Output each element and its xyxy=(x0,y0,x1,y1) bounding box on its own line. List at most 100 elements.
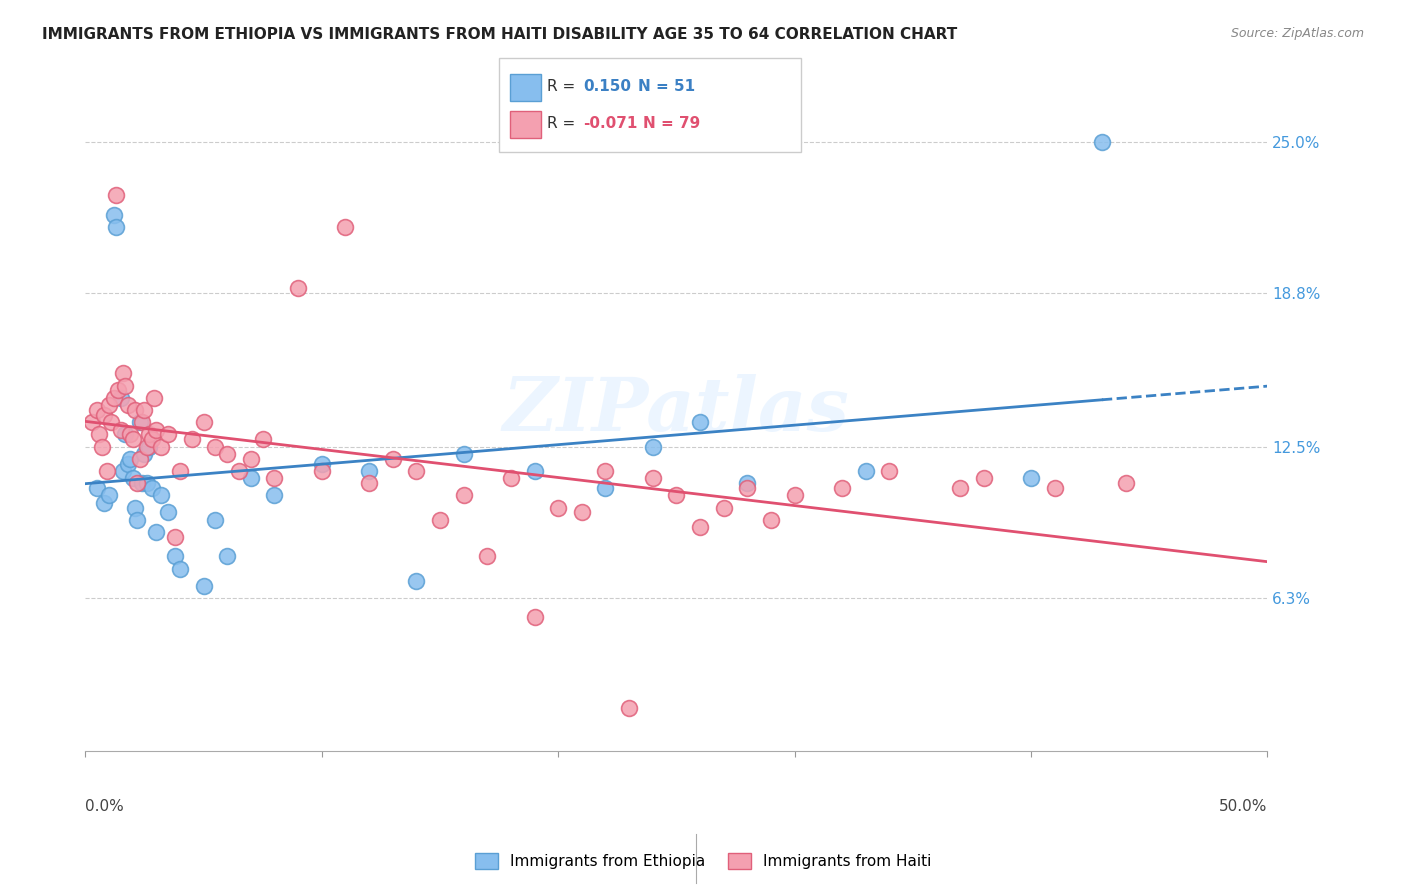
Point xyxy=(142,391,165,405)
Point xyxy=(105,220,128,235)
Point xyxy=(311,457,333,471)
Point xyxy=(737,481,759,495)
Point xyxy=(97,398,120,412)
Point xyxy=(217,549,239,564)
Point xyxy=(831,481,853,495)
Point xyxy=(949,481,972,495)
Point xyxy=(86,481,108,495)
Point xyxy=(145,524,167,539)
Point xyxy=(93,496,115,510)
Point xyxy=(335,220,357,235)
Point xyxy=(89,427,111,442)
Point xyxy=(641,440,664,454)
Point xyxy=(124,500,146,515)
Point xyxy=(100,415,122,429)
Point xyxy=(141,481,163,495)
Point xyxy=(112,367,135,381)
Point xyxy=(783,488,806,502)
Text: IMMIGRANTS FROM ETHIOPIA VS IMMIGRANTS FROM HAITI DISABILITY AGE 35 TO 64 CORREL: IMMIGRANTS FROM ETHIOPIA VS IMMIGRANTS F… xyxy=(42,27,957,42)
Point xyxy=(120,451,142,466)
Point xyxy=(855,464,877,478)
Point xyxy=(141,432,163,446)
Point xyxy=(107,384,129,398)
Text: R =: R = xyxy=(547,79,581,94)
Point xyxy=(759,513,782,527)
Point xyxy=(357,476,380,491)
Text: N = 51: N = 51 xyxy=(638,79,696,94)
Point xyxy=(193,415,215,429)
Point xyxy=(665,488,688,502)
Point xyxy=(138,427,160,442)
Point xyxy=(713,500,735,515)
Point xyxy=(405,464,427,478)
Point xyxy=(973,471,995,485)
Point xyxy=(453,488,475,502)
Point xyxy=(149,488,172,502)
Point xyxy=(877,464,900,478)
Point xyxy=(124,403,146,417)
Point xyxy=(617,700,640,714)
Point xyxy=(429,513,451,527)
Point xyxy=(103,391,125,405)
Point xyxy=(1043,481,1066,495)
Point xyxy=(357,464,380,478)
Point xyxy=(121,471,143,485)
Point xyxy=(131,476,153,491)
Point xyxy=(737,476,759,491)
Point xyxy=(381,451,404,466)
Point xyxy=(165,549,187,564)
Point xyxy=(117,398,139,412)
Point xyxy=(138,440,160,454)
Point xyxy=(128,451,150,466)
Text: 50.0%: 50.0% xyxy=(1219,799,1267,814)
Text: 0.0%: 0.0% xyxy=(86,799,124,814)
Point xyxy=(453,447,475,461)
Point xyxy=(134,403,156,417)
Point xyxy=(135,440,157,454)
Point xyxy=(82,415,104,429)
Point xyxy=(689,415,711,429)
Point xyxy=(165,530,187,544)
Point xyxy=(477,549,499,564)
Point xyxy=(127,513,149,527)
Point xyxy=(228,464,250,478)
Point xyxy=(571,505,593,519)
Text: Source: ZipAtlas.com: Source: ZipAtlas.com xyxy=(1230,27,1364,40)
Point xyxy=(547,500,569,515)
Point xyxy=(157,427,180,442)
Point xyxy=(114,427,136,442)
Point xyxy=(499,471,522,485)
Point xyxy=(114,378,136,392)
Point xyxy=(595,481,617,495)
Point xyxy=(96,464,118,478)
Point xyxy=(149,440,172,454)
Point xyxy=(1115,476,1137,491)
Point xyxy=(204,513,226,527)
Point xyxy=(311,464,333,478)
Text: R =: R = xyxy=(547,116,581,130)
Point xyxy=(135,476,157,491)
Point xyxy=(93,408,115,422)
Point xyxy=(193,579,215,593)
Point xyxy=(523,464,546,478)
Point xyxy=(689,520,711,534)
Point xyxy=(110,423,132,437)
Text: -0.071: -0.071 xyxy=(583,116,638,130)
Point xyxy=(127,476,149,491)
Point xyxy=(117,457,139,471)
Point xyxy=(405,574,427,588)
Point xyxy=(204,440,226,454)
Point xyxy=(121,432,143,446)
Point xyxy=(180,432,202,446)
Text: ZIPatlas: ZIPatlas xyxy=(503,374,849,446)
Point xyxy=(169,464,191,478)
Point xyxy=(595,464,617,478)
Text: N = 79: N = 79 xyxy=(643,116,700,130)
Point xyxy=(134,447,156,461)
Point xyxy=(157,505,180,519)
Point xyxy=(112,464,135,478)
Point xyxy=(110,391,132,405)
Point xyxy=(641,471,664,485)
Point xyxy=(252,432,274,446)
Point xyxy=(86,403,108,417)
